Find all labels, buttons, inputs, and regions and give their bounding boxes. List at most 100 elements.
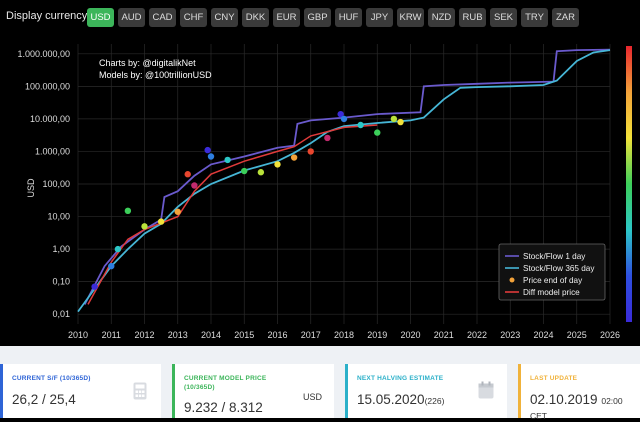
price-point: [290, 154, 298, 161]
price-point: [184, 171, 191, 178]
x-tick-label: 2026: [600, 330, 620, 340]
x-tick-label: 2019: [367, 330, 387, 340]
price-point: [357, 121, 364, 129]
x-tick-label: 2024: [533, 330, 553, 340]
currency-button-usd[interactable]: USD: [87, 8, 114, 27]
price-point: [241, 167, 248, 175]
sf-chart: 0,01 0,10 1,00 10,00 100,00 1.000,00 10.000,00…: [0, 36, 640, 346]
card-value: 26,2 / 25,4: [12, 392, 76, 407]
price-point: [340, 115, 348, 123]
price-point: [191, 182, 198, 189]
legend-label: Diff model price: [523, 288, 580, 297]
currency-button-huf[interactable]: HUF: [335, 8, 362, 27]
price-point: [337, 110, 344, 118]
y-tick-label: 1.000,00: [35, 146, 70, 156]
y-tick-label: 0,01: [52, 309, 70, 319]
x-tick-label: 2020: [400, 330, 420, 340]
price-point: [224, 156, 231, 164]
price-point: [114, 245, 122, 253]
legend-label: Stock/Flow 365 day: [523, 264, 595, 273]
currency-button-dkk[interactable]: DKK: [242, 8, 269, 27]
card-value: 15.05.2020(226): [357, 392, 444, 407]
currency-button-try[interactable]: TRY: [521, 8, 548, 27]
card-value: 9.232 / 8.312: [184, 400, 263, 415]
price-point: [108, 262, 115, 270]
x-tick-label: 2025: [567, 330, 587, 340]
color-bar: [626, 46, 632, 322]
currency-button-chf[interactable]: CHF: [180, 8, 207, 27]
x-tick-label: 2016: [267, 330, 287, 340]
x-tick-label: 2014: [201, 330, 221, 340]
chart-credit-line1: Charts by: @digitalikNet: [99, 58, 196, 68]
update-time: 02:00 CET: [530, 396, 623, 421]
price-point: [204, 146, 211, 154]
currency-button-eur[interactable]: EUR: [273, 8, 300, 27]
x-tick-label: 2012: [134, 330, 154, 340]
currency-button-cny[interactable]: CNY: [211, 8, 238, 27]
price-point: [157, 218, 165, 225]
x-tick-label: 2023: [500, 330, 520, 340]
currency-button-krw[interactable]: KRW: [397, 8, 424, 27]
currency-button-jpy[interactable]: JPY: [366, 8, 393, 27]
x-tick-label: 2021: [434, 330, 454, 340]
currency-label: Display currency:: [6, 10, 91, 22]
currency-button-aud[interactable]: AUD: [118, 8, 145, 27]
card-next-halving: NEXT HALVING ESTIMATE 15.05.2020(226): [345, 364, 507, 418]
y-tick-label: 10,00: [47, 212, 70, 222]
x-tick-label: 2013: [168, 330, 188, 340]
card-title: CURRENT MODEL PRICE (10/365D): [184, 375, 267, 391]
y-tick-label: 100,00: [42, 179, 70, 189]
currency-button-rub[interactable]: RUB: [459, 8, 486, 27]
price-point: [374, 129, 381, 136]
currency-button-zar[interactable]: ZAR: [552, 8, 579, 27]
x-tick-label: 2010: [68, 330, 88, 340]
currency-bar: Display currency: USD AUD CAD CHF CNY DKK EUR G…: [0, 0, 640, 36]
currency-button-nzd[interactable]: NZD: [428, 8, 455, 27]
price-point: [257, 169, 265, 176]
card-title: CURRENT S/F (10/365D): [12, 375, 91, 382]
card-last-update: LAST UPDATE 02.10.2019 02:00 CET: [518, 364, 640, 421]
price-point: [397, 118, 404, 126]
x-tick-label: 2011: [102, 330, 121, 340]
legend-label: Stock/Flow 1 day: [523, 252, 586, 261]
price-point: [91, 283, 98, 290]
currency-button-gbp[interactable]: GBP: [304, 8, 331, 27]
x-tick-label: 2017: [301, 330, 321, 340]
y-tick-label: 1.000.000,00: [17, 49, 70, 59]
calendar-icon: [478, 381, 494, 399]
price-point: [174, 208, 181, 215]
currency-button-sek[interactable]: SEK: [490, 8, 517, 27]
stats-cards: CURRENT S/F (10/365D) 26,2 / 25,4 CURREN…: [0, 346, 640, 421]
color-bar-gradient: [626, 46, 632, 322]
price-point: [274, 161, 281, 168]
legend-label: Price end of day: [523, 276, 583, 285]
card-model-price: CURRENT MODEL PRICE (10/365D) 9.232 / 8.…: [172, 364, 334, 418]
y-axis-label: USD: [26, 178, 36, 198]
update-date: 02.10.2019: [530, 392, 598, 407]
calculator-icon: [133, 382, 147, 400]
price-point: [207, 153, 215, 160]
price-point: [324, 134, 331, 142]
chart-legend: Stock/Flow 1 day Stock/Flow 365 day Price …: [498, 243, 606, 301]
price-point: [307, 148, 314, 155]
halving-days: (226): [424, 396, 445, 406]
price-point: [124, 207, 132, 215]
y-tick-label: 100.000,00: [25, 81, 70, 91]
card-unit: USD: [303, 392, 323, 402]
y-tick-label: 0,10: [52, 277, 70, 287]
card-current-sf: CURRENT S/F (10/365D) 26,2 / 25,4: [0, 364, 161, 418]
y-tick-label: 1,00: [52, 244, 70, 254]
y-tick-label: 10.000,00: [30, 114, 70, 124]
price-point: [141, 223, 148, 230]
legend-swatch: [509, 277, 515, 283]
card-title: NEXT HALVING ESTIMATE: [357, 375, 444, 382]
x-tick-label: 2015: [234, 330, 254, 340]
series-diff-model-price: [87, 124, 378, 305]
card-value: 02.10.2019 02:00 CET: [530, 392, 640, 422]
price-point: [390, 115, 398, 123]
chart-credit-line2: Models by: @100trillionUSD: [99, 70, 212, 80]
x-tick-label: 2018: [334, 330, 354, 340]
currency-button-cad[interactable]: CAD: [149, 8, 176, 27]
x-tick-label: 2022: [467, 330, 487, 340]
halving-date: 15.05.2020: [357, 392, 425, 407]
